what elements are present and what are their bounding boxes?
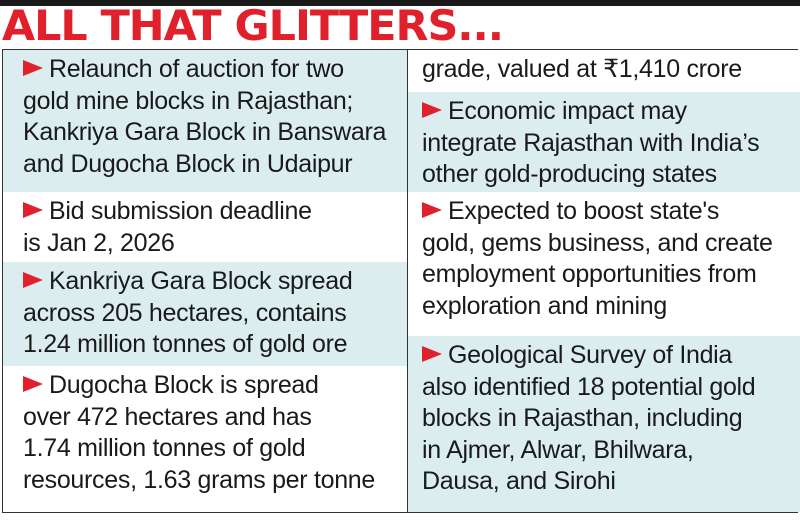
left-item-1: Relaunch of auction for two gold mine bl… xyxy=(3,50,407,192)
text-line: employment opportunities from xyxy=(422,260,757,288)
arrow-bullet-icon xyxy=(422,102,442,118)
text-line: in Ajmer, Alwar, Bhilwara, xyxy=(422,435,694,464)
right-item-3: Expected to boost state's gold, gems bus… xyxy=(408,192,800,336)
right-item-4: Geological Survey of India also identifi… xyxy=(408,336,800,512)
text-line: gold mine blocks in Rajasthan; xyxy=(23,86,354,115)
text-line: Expected to boost state's xyxy=(448,197,720,225)
left-item-3: Kankriya Gara Block spread across 205 he… xyxy=(3,262,407,366)
text-line: across 205 hectares, contains xyxy=(23,298,347,327)
arrow-bullet-icon xyxy=(422,202,442,218)
text-line: grade, valued at ₹1,410 crore xyxy=(422,55,742,83)
arrow-bullet-icon xyxy=(23,60,43,76)
column-divider xyxy=(407,49,408,513)
arrow-bullet-icon xyxy=(23,376,43,392)
text-line: Bid submission deadline xyxy=(49,197,312,225)
arrow-bullet-icon xyxy=(422,346,442,362)
text-line: integrate Rajasthan with India’s xyxy=(422,128,760,157)
text-line: blocks in Rajasthan, including xyxy=(422,404,743,432)
text-line: Relaunch of auction for two xyxy=(49,55,344,83)
text-line: Kankriya Gara Block spread xyxy=(49,267,353,295)
text-line: Dausa, and Sirohi xyxy=(422,467,616,495)
left-item-2: Bid submission deadline is Jan 2, 2026 xyxy=(3,192,407,262)
left-item-4: Dugocha Block is spread over 472 hectare… xyxy=(3,366,407,512)
text-line: and Dugocha Block in Udaipur xyxy=(23,149,353,178)
right-item-continuation: grade, valued at ₹1,410 crore xyxy=(408,50,800,92)
text-line: gold, gems business, and create xyxy=(422,228,773,257)
text-line: 1.24 million tonnes of gold ore xyxy=(23,330,348,358)
text-line: is Jan 2, 2026 xyxy=(23,228,175,257)
text-line: 1.74 million tonnes of gold xyxy=(23,434,306,462)
arrow-bullet-icon xyxy=(23,202,43,218)
text-line: Economic impact may xyxy=(448,97,687,125)
text-line: Kankriya Gara Block in Banswara xyxy=(23,118,387,146)
right-item-2: Economic impact may integrate Rajasthan … xyxy=(408,92,800,192)
text-line: Geological Survey of India xyxy=(448,341,733,369)
text-line: also identified 18 potential gold xyxy=(422,372,756,401)
text-line: over 472 hectares and has xyxy=(23,402,312,431)
text-line: Dugocha Block is spread xyxy=(49,371,319,399)
text-line: exploration and mining xyxy=(422,291,667,320)
headline: ALL THAT GLITTERS... xyxy=(2,1,504,50)
text-line: other gold-producing states xyxy=(422,160,717,188)
arrow-bullet-icon xyxy=(23,272,43,288)
text-line: resources, 1.63 grams per tonne xyxy=(23,465,376,494)
top-rule xyxy=(0,0,800,6)
